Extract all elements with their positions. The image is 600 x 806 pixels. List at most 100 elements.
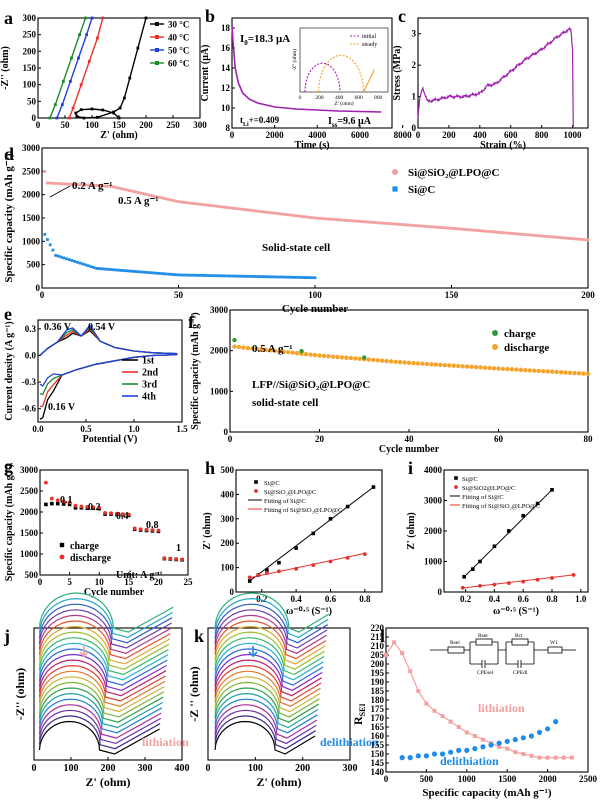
d-ytick-label: 3000 <box>22 143 41 153</box>
e-xtick-label: 1.5 <box>176 424 188 434</box>
f-point-discharge <box>290 350 295 355</box>
l-point-lithiation <box>537 755 542 760</box>
b-inset-xtick-label: 400 <box>335 95 344 101</box>
j-nyquist-curve <box>38 720 160 755</box>
l-axes: 0 500 1000 1500 2000 2500 Specific capacity (m… <box>384 627 598 799</box>
d-point-si-sio2-lpo-c <box>64 182 69 186</box>
l-ytick-label: 215 <box>371 632 385 642</box>
f-point-discharge <box>491 366 497 371</box>
g-unit-label: Unit: A g⁻¹ <box>116 570 163 581</box>
d-point-si-sio2-lpo-c <box>258 209 262 214</box>
d-point-si-sio2-lpo-c <box>496 230 500 234</box>
l-point-lithiation <box>513 750 518 755</box>
b-xtick-label: 8000 <box>394 130 413 140</box>
f-point-discharge <box>514 367 519 372</box>
d-point-si-sio2-lpo-c <box>406 223 410 227</box>
d-point-si-sio2-lpo-c <box>163 196 167 201</box>
d-point-si-sio2-lpo-c <box>228 206 232 210</box>
d-point-si-sio2-lpo-c <box>400 222 404 227</box>
b-inset-legend-label: steady <box>362 42 377 48</box>
j-nyquist-curve <box>38 664 166 702</box>
d-point-si-sio2-lpo-c <box>152 194 156 198</box>
f-point-discharge <box>527 368 533 373</box>
d-point-si-sio2-lpo-c <box>578 237 582 241</box>
d-point-si-sio2-lpo-c <box>488 229 492 234</box>
d-point-si-sio2-lpo-c <box>316 216 320 220</box>
f-point-discharge <box>442 362 447 368</box>
d-point-si-c <box>166 272 169 276</box>
panel-letter-g: g <box>4 456 13 476</box>
e-axes: 0.0 0.5 1.0 1.5 -0.6 -0.3 0.0 0.3 Potential (V) C… <box>4 319 188 445</box>
h-ytick-label: 0 <box>230 587 235 597</box>
g-ytick-label: 500 <box>25 570 39 580</box>
a-ytick-label: 250 <box>23 30 37 40</box>
g-point-discharge <box>91 505 96 510</box>
h-legend-label: Fitting of Si@C <box>264 498 306 505</box>
i-ytick-label: 4000 <box>424 465 443 475</box>
e-ytick-label: -0.6 <box>22 404 37 414</box>
d-point-si-c <box>259 275 262 279</box>
l-point-delithiation <box>488 742 494 748</box>
d-point-si-sio2-lpo-c <box>583 238 587 242</box>
b-inset-ylabel: -Z'' (ohm) <box>291 49 298 71</box>
l-point-delithiation <box>456 747 462 754</box>
d-point-si-sio2-lpo-c <box>67 182 71 186</box>
k-nyquist-curve <box>214 631 326 670</box>
d-point-si-sio2-lpo-c <box>422 224 426 228</box>
e-ytick-label: 0.3 <box>25 324 37 334</box>
f-point-discharge <box>550 369 555 374</box>
d-point-si-sio2-lpo-c <box>185 201 189 205</box>
d-ytick-label: 1000 <box>22 236 41 246</box>
b-inset-xlabel: Z' (ohm) <box>334 100 353 107</box>
b-ytick-label: 16 <box>221 43 231 53</box>
a-legend-label: 40 °C <box>168 33 189 43</box>
d-point-si-c <box>81 262 85 266</box>
b-tli-label: tLi+=0.409 <box>240 115 280 128</box>
f-point-discharge <box>232 344 237 349</box>
g-point-discharge <box>115 511 119 516</box>
f-annotation-cell: solid-state cell <box>252 397 318 409</box>
l-ytick-label: 155 <box>371 740 385 750</box>
a-xtick-label: 300 <box>193 120 207 130</box>
h-xtick-label: 0.2 <box>256 594 268 604</box>
l-ytick-label: 140 <box>371 767 385 777</box>
g-xtick-label: 5 <box>67 577 72 587</box>
a-legend-marker <box>155 22 159 26</box>
d-point-si-c <box>87 264 90 268</box>
h-ytick-label: 400 <box>221 489 235 499</box>
d-point-si-sio2-lpo-c <box>264 210 268 214</box>
d-point-si-c <box>196 273 200 277</box>
l-ylabel: RSEI <box>351 703 367 725</box>
d-point-si-sio2-lpo-c <box>337 218 342 222</box>
k-nyquist-curve <box>214 614 327 654</box>
b-xtick-label: 2000 <box>266 130 285 140</box>
j-nyquist-curve <box>39 709 162 745</box>
f-ytick-label: 3000 <box>210 305 229 315</box>
i-point-si-sio2 <box>492 582 497 587</box>
d-point-si-sio2-lpo-c <box>307 215 312 219</box>
l-ytick-label: 165 <box>371 722 385 732</box>
panel-letter-l: l <box>380 626 385 646</box>
h-point-si-c <box>247 579 252 583</box>
d-point-si-c <box>157 272 161 275</box>
d-point-si-sio2-lpo-c <box>430 225 434 229</box>
d-point-si-sio2-lpo-c <box>84 183 88 187</box>
d-point-si-c <box>117 268 120 272</box>
d-point-si-c <box>141 270 145 274</box>
d-point-si-sio2-lpo-c <box>561 236 566 240</box>
i-xtick-label: 0.4 <box>489 594 501 604</box>
a-point <box>85 33 88 37</box>
d-point-si-c <box>261 275 265 279</box>
l-xtick-label: 0 <box>384 774 389 784</box>
h-point-si-sio2 <box>277 569 281 574</box>
l-point-lithiation <box>569 755 574 760</box>
l-circuit-warburg <box>547 646 563 654</box>
e-ytick-label: -0.3 <box>22 377 37 387</box>
d-point-si-c <box>256 275 260 278</box>
g-legend-label: discharge <box>70 553 112 564</box>
j-xlabel: Z' (ohm) <box>86 775 131 789</box>
l-point-lithiation <box>480 737 485 742</box>
f-point-discharge <box>268 348 273 353</box>
d-point-si-sio2-lpo-c <box>204 203 208 207</box>
